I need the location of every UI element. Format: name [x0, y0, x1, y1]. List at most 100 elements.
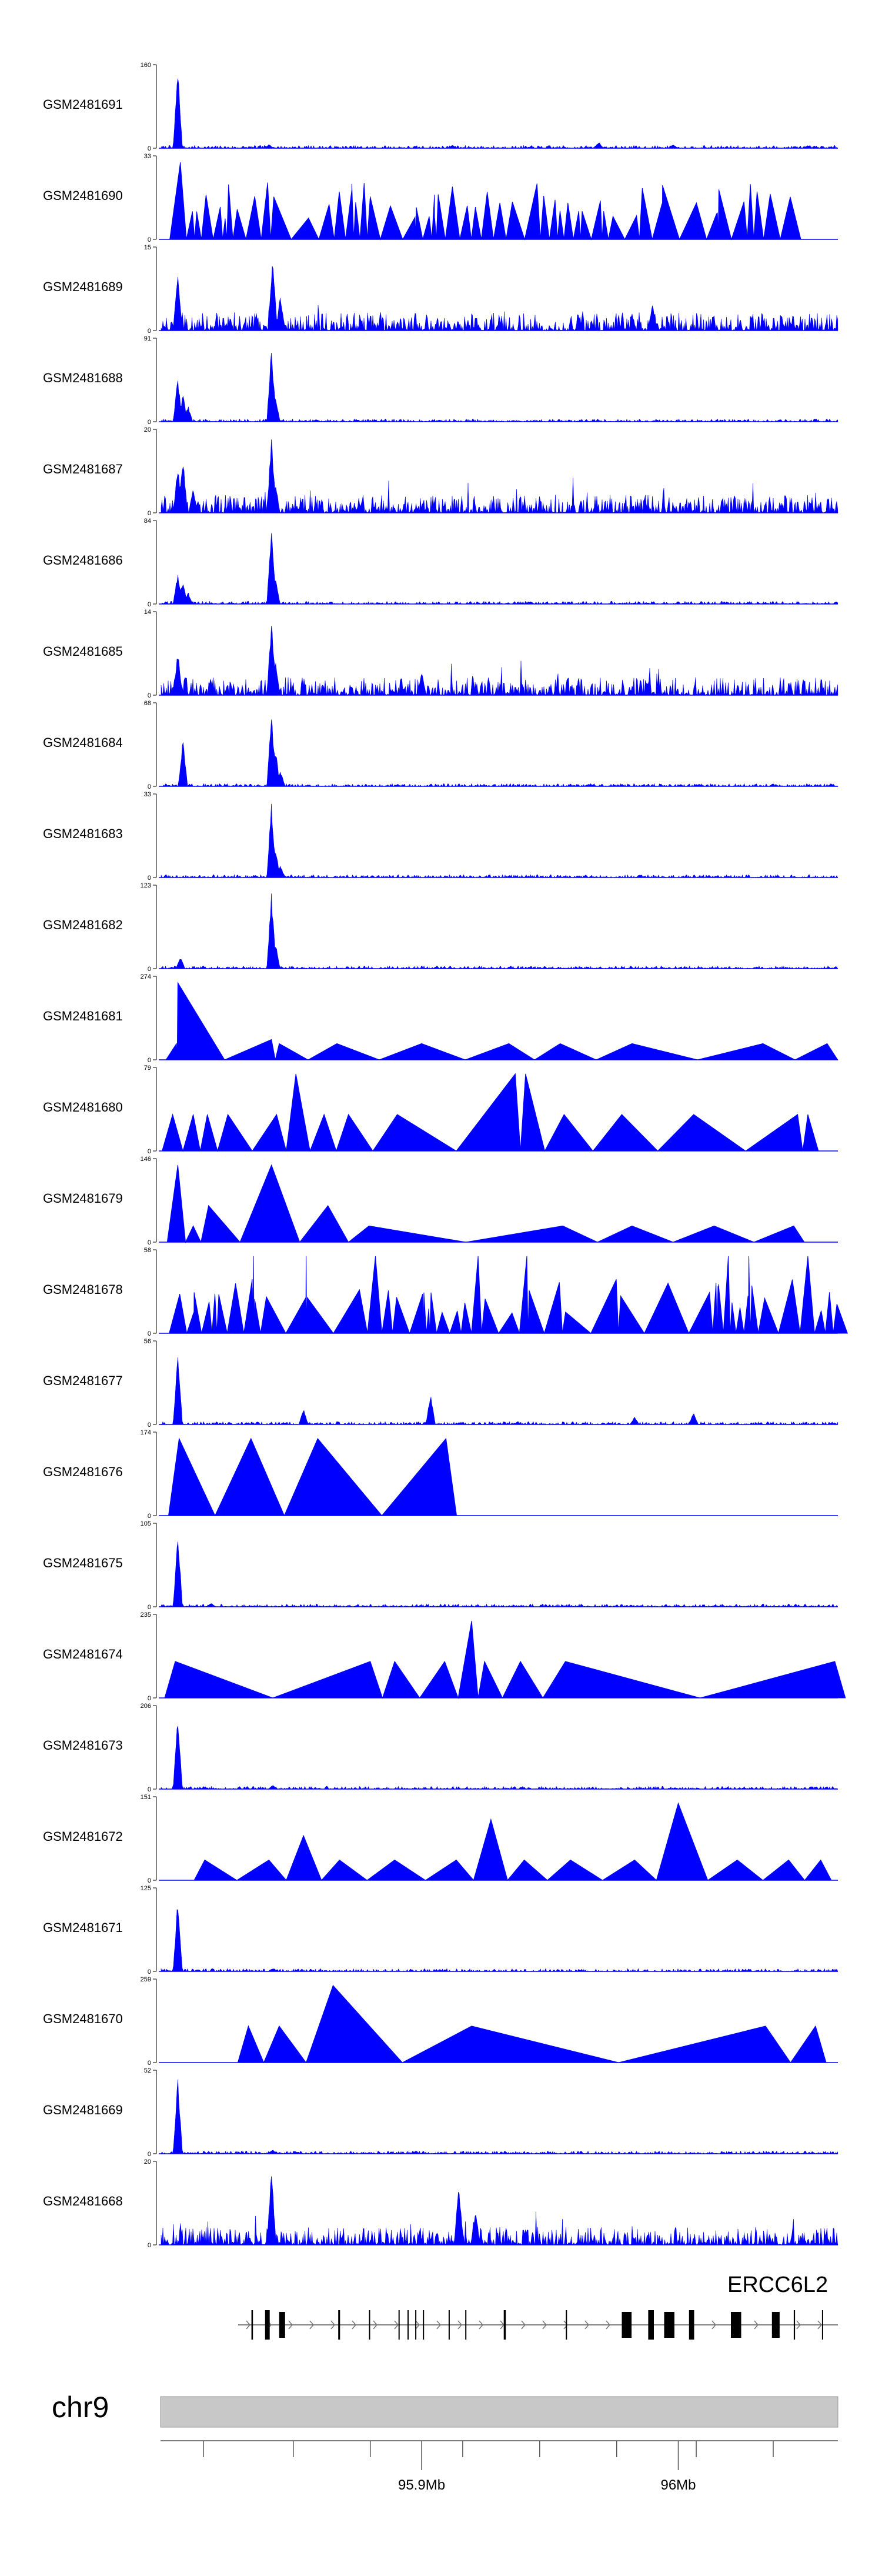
track-GSM2481687: GSM2481687 20 0	[43, 426, 838, 517]
strand-arrow	[373, 2320, 377, 2330]
y-max-label: 33	[144, 791, 151, 798]
track-GSM2481686: GSM2481686 84 0	[43, 518, 838, 608]
signal-area	[165, 982, 838, 1060]
gene-exon	[338, 2310, 340, 2340]
chromosome-ideogram: chr9 95.9Mb 96Mb	[52, 2391, 838, 2493]
y-max-label: 33	[144, 153, 151, 160]
y-min-label: 0	[148, 236, 151, 243]
track-GSM2481672: GSM2481672 151 0	[43, 1794, 838, 1884]
strand-arrow	[521, 2320, 526, 2330]
y-max-label: 14	[144, 609, 151, 616]
y-min-label: 0	[148, 2060, 151, 2067]
signal-area	[161, 2176, 838, 2245]
track-GSM2481682: GSM2481682 123 0	[43, 882, 838, 973]
track-GSM2481681: GSM2481681 274 0	[43, 973, 838, 1064]
gene-exon	[566, 2310, 567, 2340]
signal-area	[161, 1908, 838, 1972]
track-label: GSM2481691	[43, 97, 123, 112]
signal-area	[161, 78, 838, 149]
track-GSM2481675: GSM2481675 105 0	[43, 1520, 838, 1611]
track-label: GSM2481677	[43, 1373, 123, 1388]
track-label: GSM2481678	[43, 1282, 123, 1297]
gene-exon	[793, 2310, 796, 2340]
y-max-label: 84	[144, 518, 151, 525]
strand-arrow	[415, 2320, 420, 2330]
track-GSM2481689: GSM2481689 15 0	[43, 244, 838, 335]
track-GSM2481673: GSM2481673 206 0	[43, 1703, 838, 1793]
gene-exon	[415, 2310, 417, 2340]
gene-exon	[731, 2312, 741, 2338]
strand-arrow	[563, 2320, 568, 2330]
track-label: GSM2481671	[43, 1920, 123, 1935]
y-max-label: 274	[141, 973, 151, 980]
y-min-label: 0	[148, 2151, 151, 2158]
chromosome-band	[160, 2396, 838, 2428]
track-label: GSM2481670	[43, 2011, 123, 2026]
track-label: GSM2481673	[43, 1738, 123, 1753]
track-label: GSM2481683	[43, 826, 123, 841]
y-max-label: 125	[141, 1885, 151, 1892]
gene-exon	[448, 2310, 450, 2340]
y-min-label: 0	[148, 1148, 151, 1155]
strand-arrow	[352, 2320, 356, 2330]
track-GSM2481679: GSM2481679 146 0	[43, 1156, 838, 1246]
x-axis-tick-label: 96Mb	[660, 2477, 696, 2493]
signal-area	[161, 1541, 838, 1607]
track-label: GSM2481680	[43, 1100, 123, 1115]
track-GSM2481688: GSM2481688 91 0	[43, 335, 838, 426]
track-label: GSM2481689	[43, 279, 123, 294]
track-GSM2481668: GSM2481668 20 0	[43, 2158, 838, 2249]
track-label: GSM2481687	[43, 462, 123, 476]
strand-arrow	[606, 2320, 610, 2330]
signal-area	[161, 1726, 838, 1790]
track-label: GSM2481679	[43, 1191, 123, 1206]
track-GSM2481690: GSM2481690 33 0	[43, 153, 838, 243]
signal-area	[161, 893, 838, 969]
signal-area	[161, 1073, 819, 1152]
y-max-label: 206	[141, 1703, 151, 1710]
y-min-label: 0	[148, 692, 151, 699]
y-min-label: 0	[148, 1422, 151, 1429]
gene-exon	[821, 2310, 823, 2340]
y-max-label: 123	[141, 882, 151, 889]
strand-arrow	[288, 2320, 293, 2330]
gene-exon	[398, 2310, 400, 2340]
signal-area	[161, 266, 838, 331]
y-max-label: 259	[141, 1976, 151, 1983]
gene-exon	[369, 2310, 370, 2340]
track-label: GSM2481675	[43, 1556, 123, 1570]
strand-arrow	[436, 2320, 441, 2330]
strand-arrow	[394, 2320, 399, 2330]
track-label: GSM2481686	[43, 553, 123, 568]
strand-arrow	[754, 2320, 759, 2330]
y-max-label: 20	[144, 2158, 151, 2165]
signal-area	[164, 1620, 846, 1699]
track-GSM2481669: GSM2481669 52 0	[43, 2067, 838, 2158]
y-max-label: 235	[141, 1611, 151, 1619]
y-min-label: 0	[148, 1513, 151, 1520]
chromosome-label: chr9	[52, 2391, 109, 2424]
track-GSM2481677: GSM2481677 56 0	[43, 1338, 838, 1429]
signal-area	[161, 719, 838, 787]
gene-exon	[622, 2312, 632, 2338]
track-GSM2481671: GSM2481671 125 0	[43, 1885, 838, 1976]
track-label: GSM2481685	[43, 644, 123, 659]
x-axis-tick-label: 95.9Mb	[398, 2477, 445, 2493]
y-min-label: 0	[148, 1604, 151, 1611]
gene-exon	[279, 2312, 285, 2338]
track-label: GSM2481672	[43, 1829, 123, 1844]
track-GSM2481680: GSM2481680 79 0	[43, 1065, 838, 1155]
gene-exon	[664, 2312, 674, 2338]
strand-arrow	[479, 2320, 483, 2330]
y-min-label: 0	[148, 510, 151, 517]
y-max-label: 105	[141, 1520, 151, 1527]
y-min-label: 0	[148, 875, 151, 882]
strand-arrow	[309, 2320, 314, 2330]
y-min-label: 0	[148, 1330, 151, 1337]
track-label: GSM2481684	[43, 735, 123, 750]
signal-area	[161, 626, 838, 696]
track-GSM2481674: GSM2481674 235 0	[43, 1611, 846, 1702]
signal-area	[161, 533, 838, 605]
y-max-label: 56	[144, 1338, 151, 1345]
